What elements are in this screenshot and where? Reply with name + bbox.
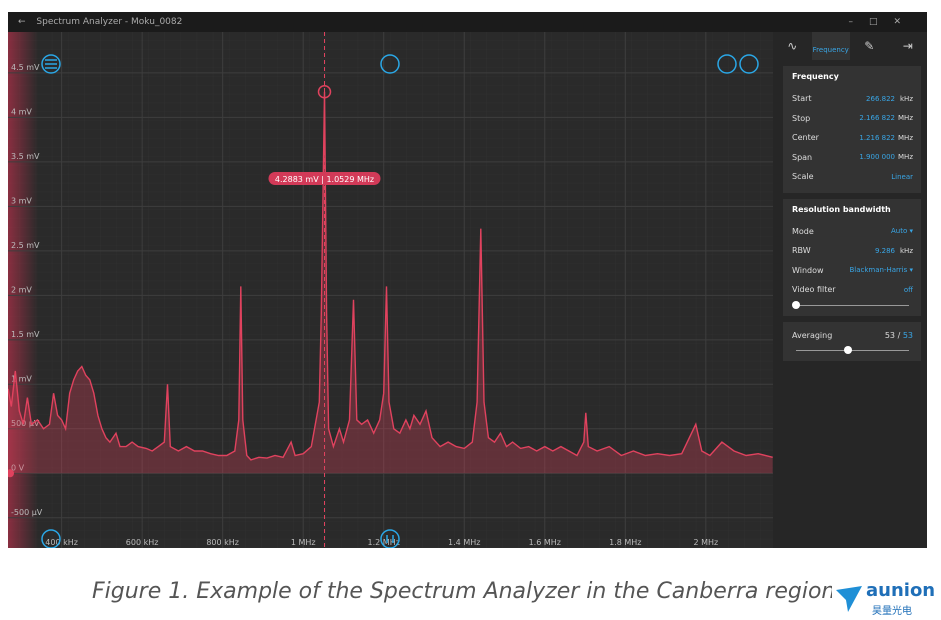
y-tick-label: 500 µV — [11, 419, 40, 428]
zoom-button[interactable] — [717, 54, 737, 74]
caption: Figure 1. Example of the Spectrum Analyz… — [92, 579, 836, 604]
setting-value: off — [903, 285, 913, 294]
x-tick-label: 800 kHz — [206, 538, 239, 547]
setting-label: Span — [792, 152, 813, 162]
setting-value: Linear — [891, 172, 913, 181]
back-button[interactable]: ← — [18, 17, 26, 27]
setting-row[interactable]: Stop 2.166 822 MHz — [792, 109, 913, 129]
setting-label: RBW — [792, 246, 811, 256]
x-tick-label: 600 kHz — [126, 538, 159, 547]
averaging-value: 53 — [884, 330, 896, 340]
tab-edit[interactable]: ✎ — [864, 39, 875, 53]
zero-marker — [8, 469, 14, 478]
averaging-total: 53 — [902, 330, 913, 340]
y-tick-label: 1.5 mV — [11, 330, 40, 339]
y-tick-label: 4 mV — [11, 107, 32, 116]
frequency-card: Frequency Start 266.822 kHz Stop 2.166 822 MHz… — [783, 66, 921, 193]
y-tick-label: 4.5 mV — [11, 63, 40, 72]
setting-value: 1.216 822 — [859, 133, 895, 142]
y-tick-label: 2 mV — [11, 285, 32, 294]
cloud-button[interactable] — [380, 54, 400, 74]
minor-grid — [8, 32, 773, 548]
edge-glow — [8, 32, 38, 548]
setting-label: Center — [792, 133, 819, 143]
grid-button[interactable] — [41, 529, 61, 548]
trace-line — [8, 91, 773, 461]
marker-label: 4.2883 mV | 1.0529 MHz — [275, 175, 374, 184]
tab-trace[interactable]: ∿ — [787, 39, 798, 53]
window-controls[interactable]: –□✕ — [848, 17, 917, 27]
marker-badge — [268, 172, 381, 185]
setting-row[interactable]: Video filter off — [792, 280, 913, 300]
setting-row[interactable]: RBW 9.286 kHz — [792, 241, 913, 261]
title-bar: ← Spectrum Analyzer - Moku_0082 –□✕ — [8, 12, 927, 32]
resolution-card: Resolution bandwidth Mode Auto ▾ RBW 9.286 kH… — [783, 198, 921, 316]
tab-frequency[interactable]: Frequency — [811, 32, 850, 60]
setting-row[interactable]: Window Blackman-Harris ▾ — [792, 261, 913, 281]
logo: aunion 昊量光电 — [832, 580, 940, 620]
tabs: ∿ Frequency ✎ ⇥ — [773, 32, 927, 60]
setting-value: 1.900 000 — [859, 153, 895, 162]
averaging-slider[interactable] — [792, 345, 913, 355]
setting-row[interactable]: Start 266.822 kHz — [792, 89, 913, 109]
trace-area — [8, 91, 773, 474]
setting-value: Auto ▾ — [891, 227, 913, 236]
setting-label: Start — [792, 94, 812, 104]
setting-value: 266.822 — [866, 94, 895, 103]
setting-unit: kHz — [900, 94, 913, 103]
setting-row[interactable]: Scale Linear — [792, 167, 913, 187]
averaging-card: Averaging 53 / 53 — [783, 321, 921, 361]
setting-unit: kHz — [900, 246, 913, 255]
setting-row[interactable]: Center 1.216 822 MHz — [792, 128, 913, 148]
side-panel: ∿ Frequency ✎ ⇥ Frequency Start 266.822 kHz… — [773, 32, 927, 548]
card-title: Frequency — [792, 72, 839, 81]
icon-glyphs — [45, 59, 394, 543]
logo-subtitle: 昊量光电 — [872, 606, 912, 617]
setting-value: 9.286 — [874, 246, 895, 255]
setting-value: 2.166 822 — [859, 114, 895, 123]
setting-label: Window — [792, 265, 824, 275]
y-tick-label: 0 V — [11, 463, 25, 472]
averaging-label: Averaging — [792, 330, 833, 340]
window-title: Spectrum Analyzer - Moku_0082 — [36, 17, 183, 27]
y-tick-label: 1 mV — [11, 374, 32, 383]
logo-mark — [836, 586, 862, 612]
setting-label: Stop — [792, 113, 811, 123]
y-tick-label: -500 µV — [11, 508, 43, 517]
card-title: Resolution bandwidth — [792, 204, 891, 214]
spectrum-plot: 4.5 mV 4 mV 3.5 mV 3 mV 2.5 mV 2 mV 1.5 mV 1 mV… — [8, 32, 773, 548]
setting-unit: MHz — [898, 133, 913, 142]
pause-button[interactable] — [380, 529, 400, 548]
setting-row[interactable]: Span 1.900 000 MHz — [792, 148, 913, 168]
autoscale-button[interactable] — [739, 54, 759, 74]
setting-value: Blackman-Harris ▾ — [849, 266, 913, 275]
y-tick-label: 3.5 mV — [11, 152, 40, 161]
x-tick-label: 2 MHz — [693, 538, 718, 547]
setting-unit: MHz — [898, 114, 913, 123]
setting-unit: MHz — [898, 153, 913, 162]
logo-name: aunion — [866, 580, 936, 601]
menu-button[interactable] — [41, 54, 61, 74]
y-tick-label: 3 mV — [11, 196, 32, 205]
setting-label: Mode — [792, 226, 814, 236]
tab-exit[interactable]: ⇥ — [902, 39, 913, 53]
x-tick-label: 400 kHz — [45, 538, 78, 547]
video-filter-slider[interactable] — [792, 300, 913, 310]
x-tick-label: 1.4 MHz — [448, 538, 480, 547]
x-tick-label: 1.6 MHz — [529, 538, 561, 547]
setting-label: Scale — [792, 172, 814, 182]
x-tick-label: 1 MHz — [291, 538, 316, 547]
averaging-row: Averaging 53 / 53 — [792, 326, 913, 346]
x-tick-label: 1.2 MHz — [368, 538, 400, 547]
x-tick-label: 1.8 MHz — [609, 538, 641, 547]
averaging-separator: / — [897, 330, 901, 340]
peak-marker — [317, 85, 332, 99]
setting-row[interactable]: Mode Auto ▾ — [792, 222, 913, 242]
y-tick-label: 2.5 mV — [11, 241, 40, 250]
setting-label: Video filter — [792, 285, 836, 295]
app-window: ← Spectrum Analyzer - Moku_0082 –□✕ 4.5 … — [8, 12, 927, 548]
